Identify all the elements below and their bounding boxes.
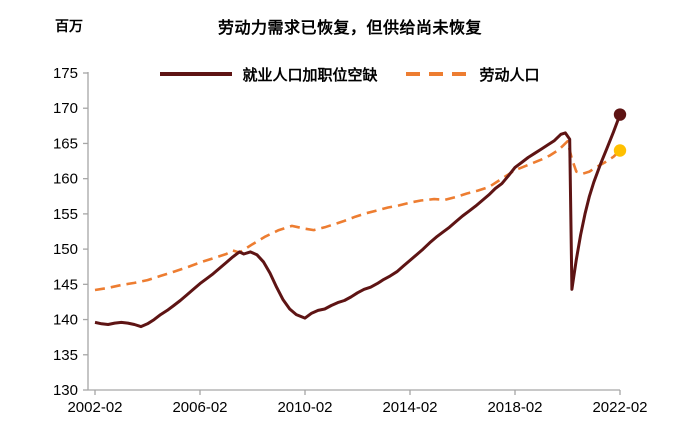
y-axis-tick-label: 155: [53, 206, 78, 223]
series-end-marker: [613, 144, 627, 157]
x-axis-tick-label: 2022-02: [592, 399, 647, 416]
legend-label: 劳动人口: [479, 66, 540, 84]
y-axis-tick-label: 130: [53, 382, 78, 399]
y-axis-tick-label: 165: [53, 135, 78, 152]
chart-title: 劳动力需求已恢复，但供给尚未恢复: [217, 20, 482, 37]
y-axis-tick-label: 135: [53, 347, 78, 364]
dashed-line-swatch: [405, 72, 470, 76]
x-axis-tick-label: 2002-02: [67, 399, 122, 416]
y-axis-tick-label: 140: [53, 312, 78, 329]
y-axis-tick-label: 145: [53, 276, 78, 293]
legend-label: 就业人口加职位空缺: [242, 66, 378, 84]
series-line-solid: [94, 114, 622, 329]
y-axis-unit-label: 百万: [55, 18, 83, 34]
x-axis-tick-label: 2014-02: [382, 399, 437, 416]
x-axis-tick-label: 2010-02: [277, 399, 332, 416]
legend-item-labor-force: 劳动人口: [405, 64, 540, 85]
x-axis-tick-label: 2006-02: [172, 399, 227, 416]
y-axis-tick-label: 150: [53, 241, 78, 258]
chart-legend: 就业人口加职位空缺 劳动人口: [0, 64, 700, 84]
y-axis-tick-label: 170: [53, 100, 78, 117]
x-axis-tick-label: 2018-02: [487, 399, 542, 416]
y-axis-tick-label: 175: [53, 65, 78, 82]
series-end-marker: [613, 108, 627, 121]
solid-line-swatch: [160, 72, 233, 76]
legend-item-employment-plus-openings: 就业人口加职位空缺: [160, 64, 378, 85]
y-axis-tick-label: 160: [53, 171, 78, 188]
series-line-dashed: [94, 140, 621, 292]
